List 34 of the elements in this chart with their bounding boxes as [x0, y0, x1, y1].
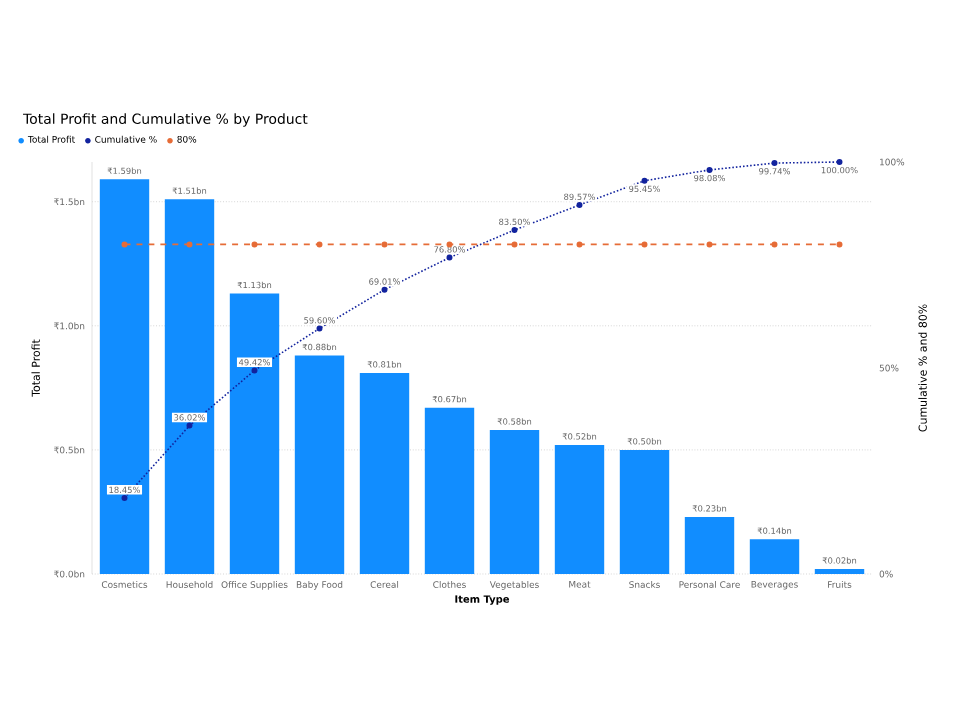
point — [121, 494, 128, 501]
point — [836, 241, 843, 248]
point — [316, 325, 323, 332]
bar — [554, 444, 605, 574]
point — [641, 177, 648, 184]
point — [251, 241, 258, 248]
point — [381, 286, 388, 293]
point — [121, 241, 128, 248]
bar — [294, 355, 345, 574]
bar — [749, 539, 800, 574]
point — [771, 241, 778, 248]
point — [186, 422, 193, 429]
bar — [424, 407, 475, 574]
bar — [619, 449, 670, 574]
point — [771, 160, 778, 167]
point — [641, 241, 648, 248]
bar — [359, 372, 410, 574]
point — [381, 241, 388, 248]
point — [706, 166, 713, 173]
point — [511, 241, 518, 248]
point — [251, 367, 258, 374]
bar — [684, 516, 735, 574]
point — [446, 254, 453, 261]
bar — [99, 179, 150, 574]
point — [706, 241, 713, 248]
point — [576, 241, 583, 248]
point — [576, 201, 583, 208]
point — [186, 241, 193, 248]
bar — [229, 293, 280, 574]
point — [316, 241, 323, 248]
bar — [164, 199, 215, 574]
point — [511, 226, 518, 233]
bar — [489, 430, 540, 574]
point — [836, 159, 843, 165]
